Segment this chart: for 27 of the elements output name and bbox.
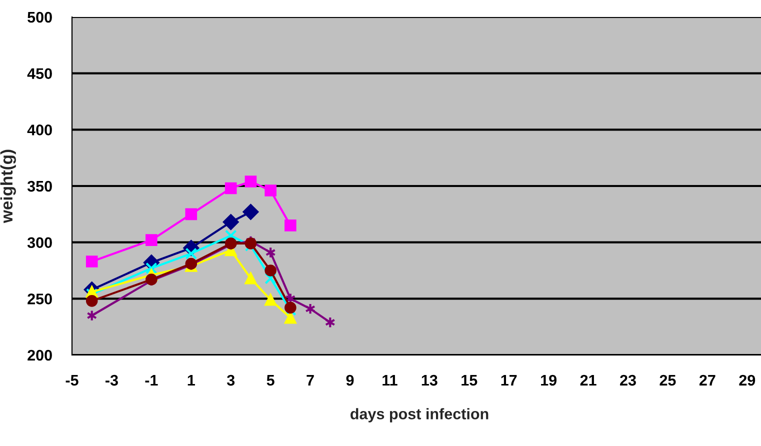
x-tick-label: 11	[382, 375, 398, 386]
x-tick-label: 27	[699, 374, 716, 386]
x-tick-label: 1	[188, 375, 195, 386]
x-axis-title: days post infection	[350, 408, 488, 422]
y-axis-title: weight(g)	[0, 150, 16, 224]
x-tick-label: 13	[422, 374, 438, 386]
y-tick-label: 250	[28, 294, 52, 304]
x-tick-label: 19	[541, 374, 556, 386]
y-tick-label: 500	[28, 12, 52, 23]
x-tick-label: 23	[620, 374, 636, 386]
x-tick-label: 21	[580, 374, 596, 386]
x-tick-label: -1	[145, 375, 158, 386]
y-tick-label: 400	[27, 124, 52, 136]
x-tick-label: 3	[226, 374, 235, 386]
x-tick-label: 17	[501, 375, 517, 386]
y-tick-label: 200	[28, 350, 52, 361]
x-tick-label: 5	[266, 375, 274, 386]
x-tick-label: -3	[106, 374, 118, 386]
x-tick-label: 25	[660, 374, 676, 386]
y-tick-label: 300	[27, 237, 52, 248]
x-tick-label: 7	[306, 375, 314, 386]
x-tick-label: 9	[346, 374, 354, 386]
x-tick-label: 15	[462, 375, 478, 386]
x-tick-label: -5	[66, 375, 78, 386]
y-tick-label: 450	[27, 68, 52, 80]
x-tick-label: 29	[739, 374, 756, 386]
y-tick-label: 350	[27, 180, 52, 192]
